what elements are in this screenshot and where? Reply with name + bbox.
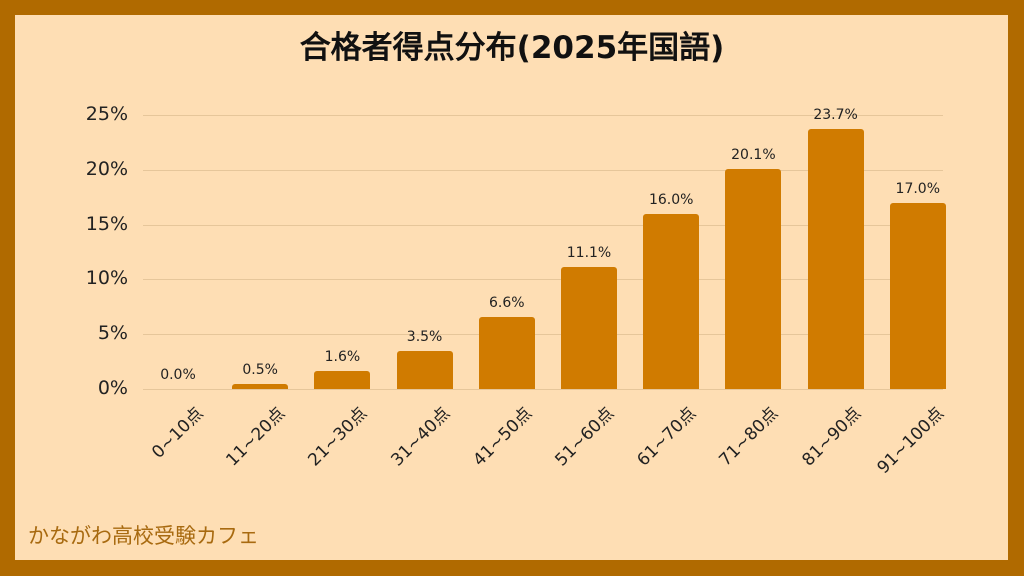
bar <box>314 371 371 389</box>
bar-value-label: 3.5% <box>406 328 443 345</box>
bar-value-label: 23.7% <box>813 107 858 124</box>
bar-value-label: 17.0% <box>895 180 941 197</box>
gridline <box>143 224 943 226</box>
bar <box>478 316 535 389</box>
bar-value-label: 0.5% <box>242 361 278 378</box>
bar <box>725 168 782 389</box>
y-tick-label: 10% <box>85 267 128 290</box>
bar <box>889 202 946 389</box>
bar-value-label: 16.0% <box>648 191 694 208</box>
bar <box>561 267 617 389</box>
bar-value-label: 6.6% <box>489 294 525 311</box>
bar <box>396 350 453 389</box>
y-tick-label: 15% <box>85 212 128 235</box>
bar-value-label: 0.0% <box>160 367 196 383</box>
gridline <box>143 169 943 171</box>
y-tick-label: 20% <box>85 157 128 180</box>
chart-title: 合格者得点分布(2025年国語) <box>299 30 725 66</box>
footer-brand: かながわ高校受験カフェ <box>28 524 259 548</box>
gridline <box>143 334 943 336</box>
y-tick-label: 0% <box>97 377 128 399</box>
y-tick-label: 5% <box>97 322 128 345</box>
bar-value-label: 1.6% <box>324 349 361 366</box>
gridline <box>143 389 943 390</box>
gridline <box>143 115 943 116</box>
bar <box>232 383 289 389</box>
bar-value-label: 11.1% <box>566 245 612 262</box>
y-tick-label: 25% <box>85 103 128 125</box>
bar-value-label: 20.1% <box>731 146 776 163</box>
bar <box>807 129 864 389</box>
gridline <box>143 279 943 281</box>
bar <box>643 213 700 389</box>
